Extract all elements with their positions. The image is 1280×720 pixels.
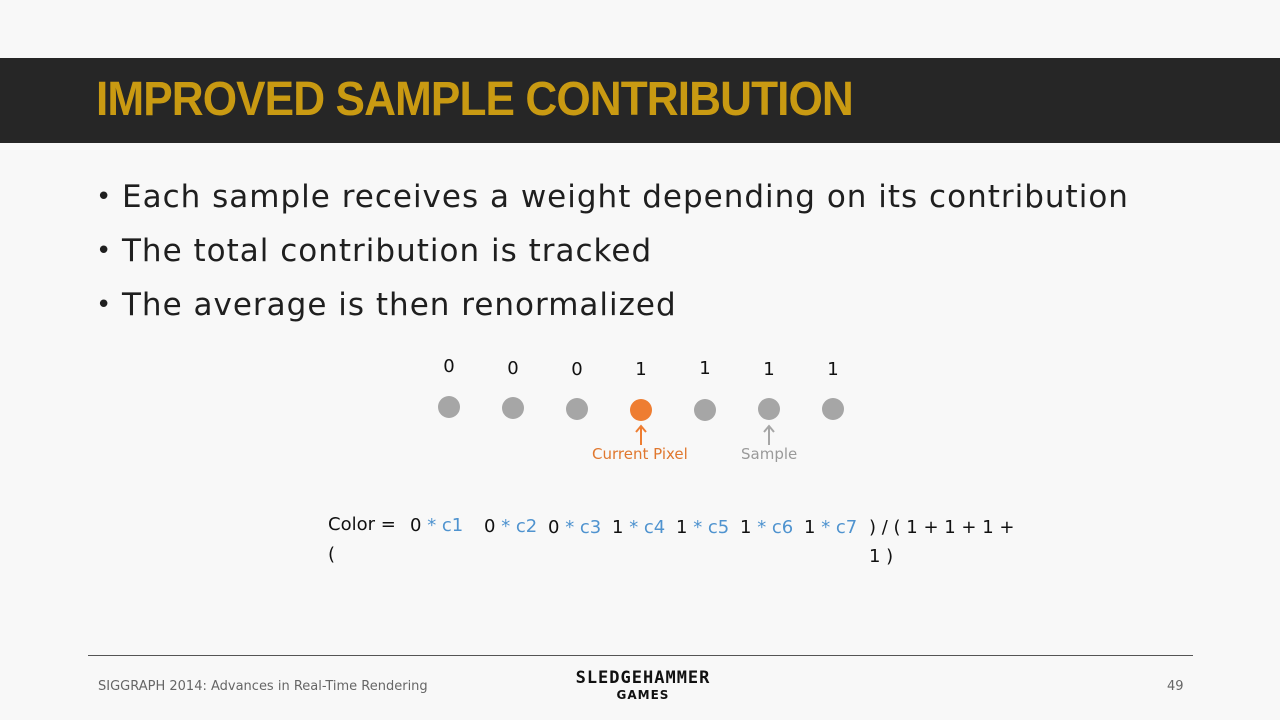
- weight-label: 1: [827, 359, 839, 380]
- formula-lhs: Color =: [328, 514, 396, 535]
- formula-divisor: ) / ( 1 + 1 + 1 +: [869, 517, 1015, 538]
- logo-bottom-text: GAMES: [616, 688, 670, 702]
- formula-term: 0 * c2: [484, 516, 538, 537]
- formula-open-paren: (: [328, 544, 336, 565]
- weight-label: 1: [763, 359, 775, 380]
- bullet-item: • Each sample receives a weight depending…: [96, 170, 1129, 224]
- sample-dot: [822, 398, 844, 420]
- sample-dot: [438, 396, 460, 418]
- sample-dot: [502, 397, 524, 419]
- bullet-text: The total contribution is tracked: [122, 233, 653, 269]
- weight-label: 0: [507, 358, 519, 379]
- sample-dot: [566, 398, 588, 420]
- formula-term: 1 * c4: [612, 517, 666, 538]
- sample-caption: Sample: [741, 445, 798, 463]
- formula-term: 1 * c5: [676, 517, 730, 538]
- bullet-dot-icon: •: [96, 290, 113, 320]
- bullet-item: • The total contribution is tracked: [96, 224, 1129, 278]
- current-pixel-caption: Current Pixel: [592, 445, 688, 463]
- weight-label: 0: [443, 356, 455, 377]
- page-number: 49: [1167, 679, 1184, 694]
- current-pixel-dot: [630, 399, 652, 421]
- formula-term: 1 * c7: [804, 517, 858, 538]
- logo-top-text: SLEDGEHAMMER: [575, 668, 711, 688]
- formula-divisor-end: 1 ): [869, 546, 894, 567]
- footer-divider: [88, 655, 1193, 656]
- formula-term: 1 * c6: [740, 517, 794, 538]
- current-pixel-arrow-icon: [635, 424, 647, 445]
- sledgehammer-logo: SLEDGEHAMMER GAMES: [560, 669, 726, 703]
- sample-dot: [694, 399, 716, 421]
- formula-term: 0 * c1: [410, 515, 464, 536]
- bullet-text: Each sample receives a weight depending …: [122, 179, 1129, 215]
- bullet-list: • Each sample receives a weight depending…: [96, 170, 1129, 332]
- formula-term: 0 * c3: [548, 517, 602, 538]
- title-bar: IMPROVED SAMPLE CONTRIBUTION: [0, 58, 1280, 143]
- weight-label: 0: [571, 359, 583, 380]
- weight-label: 1: [635, 359, 647, 380]
- footer-conference: SIGGRAPH 2014: Advances in Real-Time Ren…: [98, 679, 428, 694]
- weight-label: 1: [699, 358, 711, 379]
- bullet-dot-icon: •: [96, 236, 113, 266]
- bullet-item: • The average is then renormalized: [96, 278, 1129, 332]
- sample-arrow-icon: [763, 424, 775, 445]
- bullet-dot-icon: •: [96, 182, 113, 212]
- bullet-text: The average is then renormalized: [122, 287, 677, 323]
- sample-dot: [758, 398, 780, 420]
- slide-title: IMPROVED SAMPLE CONTRIBUTION: [96, 73, 854, 126]
